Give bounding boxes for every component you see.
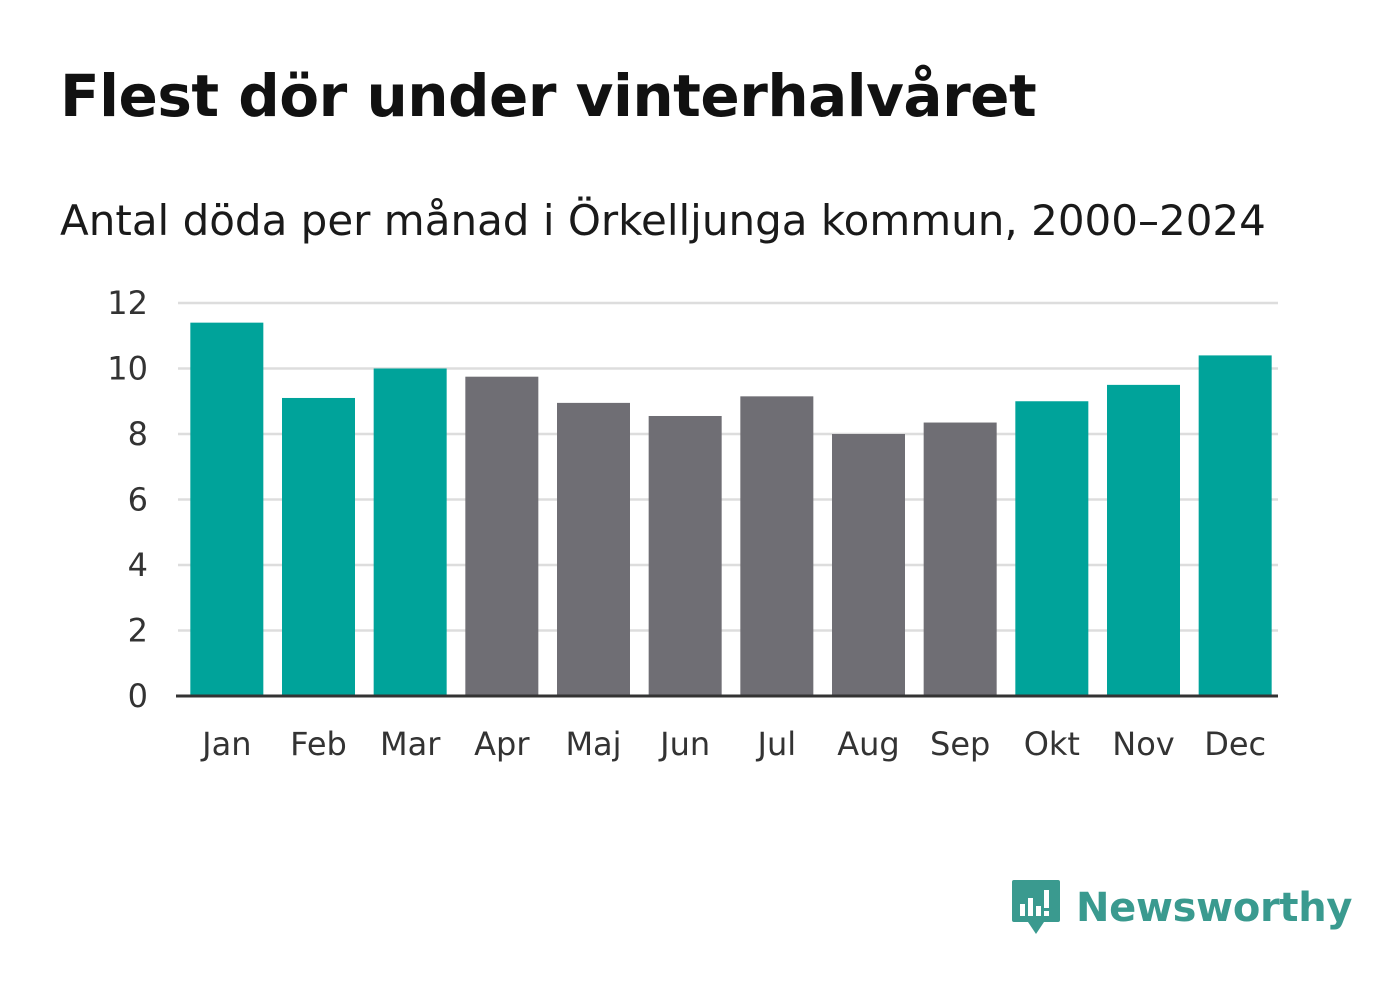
bar-dec bbox=[1198, 355, 1272, 696]
x-tick-label: Aug bbox=[837, 725, 899, 763]
y-tick-label: 0 bbox=[128, 677, 148, 715]
chart-title: Flest dör under vinterhalvåret bbox=[60, 62, 1037, 130]
x-axis-ticks: Jan Feb Mar Apr Maj Jun Jul Aug Sep Okt Nov Dec bbox=[200, 725, 1266, 763]
bar-mar bbox=[373, 368, 447, 696]
y-tick-label: 6 bbox=[128, 481, 148, 519]
x-tick-label: Feb bbox=[290, 725, 347, 763]
bar-jul bbox=[740, 396, 814, 696]
x-tick-label: Okt bbox=[1024, 725, 1080, 763]
x-tick-label: Apr bbox=[474, 725, 530, 763]
bar-okt bbox=[1015, 401, 1089, 696]
y-tick-label: 8 bbox=[128, 415, 148, 453]
x-tick-label: Jul bbox=[756, 725, 797, 763]
y-axis-ticks: 0 2 4 6 8 10 12 bbox=[107, 284, 148, 715]
y-tick-label: 10 bbox=[107, 350, 148, 388]
x-tick-label: Jun bbox=[658, 725, 710, 763]
x-tick-label: Mar bbox=[380, 725, 441, 763]
bar-feb bbox=[282, 397, 355, 696]
bar-aug bbox=[832, 434, 905, 696]
x-tick-label: Nov bbox=[1112, 725, 1174, 763]
chart-subtitle: Antal döda per månad i Örkelljunga kommu… bbox=[60, 196, 1266, 245]
brand-logo: Newsworthy bbox=[1010, 878, 1353, 938]
bar-jun bbox=[648, 415, 722, 696]
bar-maj bbox=[557, 402, 630, 696]
newsworthy-logo-icon bbox=[1012, 880, 1060, 934]
x-tick-label: Jan bbox=[200, 725, 251, 763]
x-tick-label: Sep bbox=[930, 725, 990, 763]
bar-apr bbox=[465, 376, 539, 696]
x-tick-label: Maj bbox=[565, 725, 621, 763]
bars bbox=[190, 322, 1272, 696]
bar-jan bbox=[190, 322, 264, 696]
brand-name: Newsworthy bbox=[1076, 885, 1353, 931]
y-tick-label: 4 bbox=[128, 546, 148, 584]
gridlines bbox=[178, 301, 1278, 632]
bar-nov bbox=[1107, 384, 1180, 696]
x-tick-label: Dec bbox=[1204, 725, 1266, 763]
y-tick-label: 2 bbox=[128, 612, 148, 650]
bar-sep bbox=[923, 422, 997, 696]
y-tick-label: 12 bbox=[107, 284, 148, 322]
